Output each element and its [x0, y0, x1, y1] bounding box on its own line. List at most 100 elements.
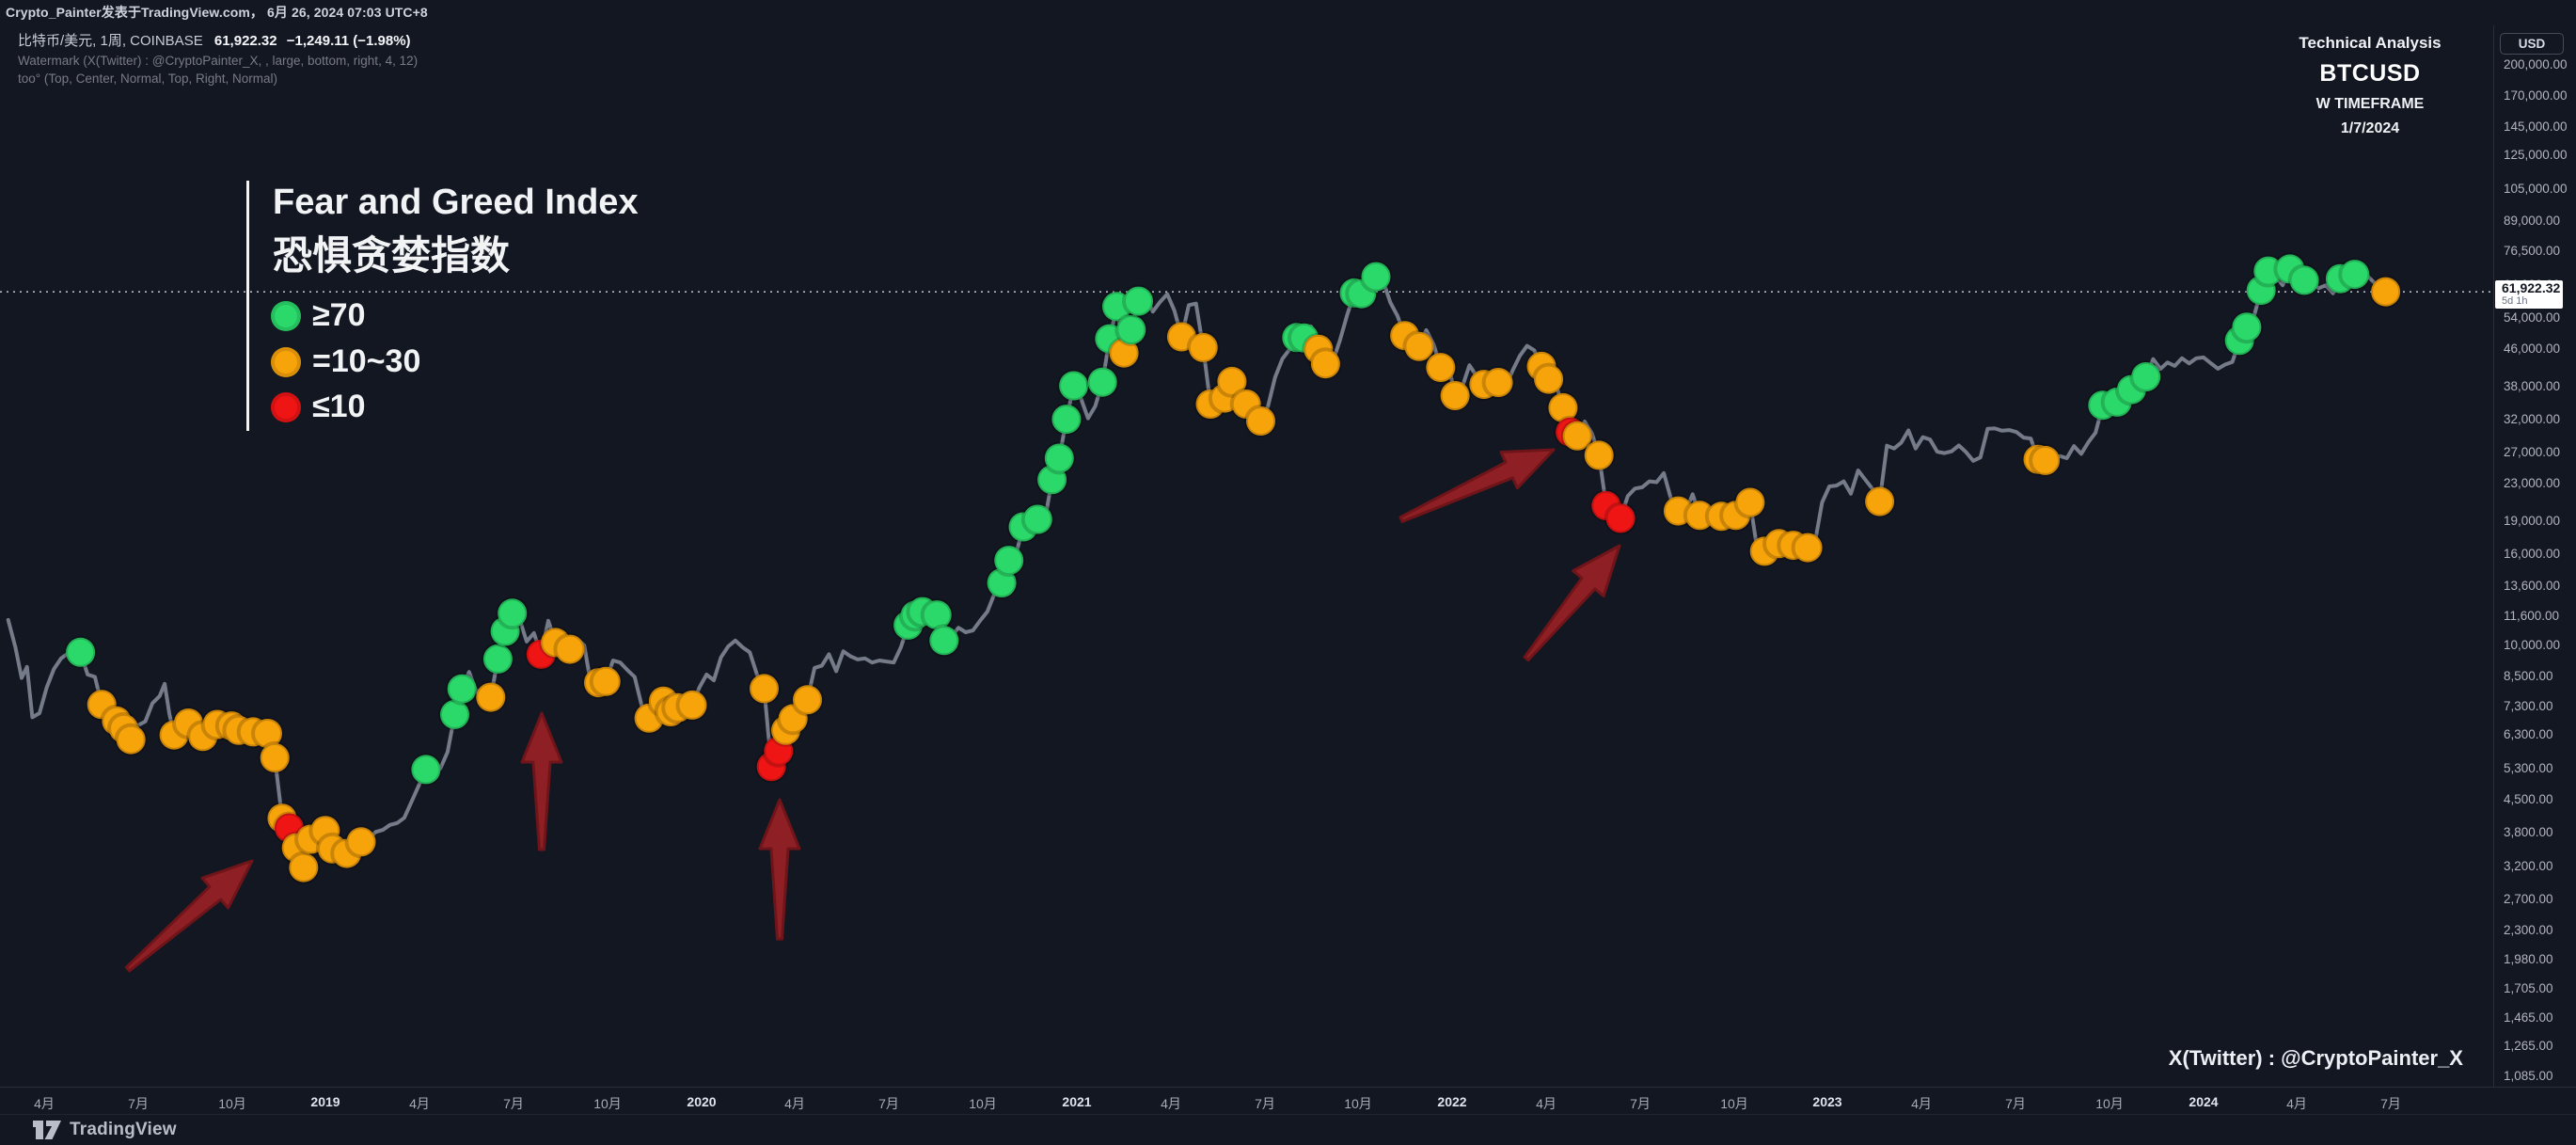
- fg-dot-green: [445, 672, 479, 706]
- current-price-label: 61,922.32 5d 1h: [2495, 280, 2563, 310]
- fg-dot-orange: [1582, 438, 1616, 472]
- legend-item-greed: ≥70: [271, 297, 365, 334]
- fg-dot-orange: [748, 672, 781, 706]
- fg-dot-green: [1085, 365, 1119, 399]
- fg-dot-orange: [2029, 443, 2062, 477]
- too-indicator-row[interactable]: too° (Top, Center, Normal, Top, Right, N…: [18, 72, 278, 86]
- price-change: −1,249.11 (−1.98%): [286, 33, 411, 49]
- fg-dot-red: [1604, 501, 1637, 535]
- price-axis-label: 3,200.00: [2504, 858, 2553, 873]
- symbol-name[interactable]: 比特币/美元, 1周, COINBASE: [18, 33, 203, 49]
- time-axis-label: 2023: [1812, 1094, 1842, 1109]
- fg-dot-orange: [114, 723, 148, 756]
- time-axis-label: 10月: [2095, 1096, 2124, 1111]
- price-axis-label: 27,000.00: [2504, 445, 2561, 460]
- price-axis-label: 13,600.00: [2504, 578, 2561, 593]
- time-axis-label: 10月: [969, 1096, 997, 1111]
- time-axis-label: 4月: [34, 1096, 55, 1111]
- fg-dot-green: [1050, 403, 1083, 437]
- price-axis-label: 38,000.00: [2504, 378, 2561, 393]
- symbol-status-line[interactable]: 比特币/美元, 1周, COINBASE 61,922.32 −1,249.11…: [18, 30, 428, 50]
- time-axis-label: 10月: [1344, 1096, 1372, 1111]
- currency-toggle-button[interactable]: USD: [2500, 33, 2564, 55]
- price-axis-label: 4,500.00: [2504, 792, 2553, 807]
- fg-dot-orange: [2369, 275, 2403, 309]
- last-price: 61,922.32: [213, 33, 277, 49]
- panel-symbol: BTCUSD: [2319, 60, 2421, 87]
- red-dot-icon: [271, 391, 301, 422]
- time-axis-label: 7月: [503, 1096, 524, 1111]
- time-axis-label: 7月: [878, 1096, 899, 1111]
- time-axis-label: 4月: [1536, 1096, 1557, 1111]
- price-axis-label: 54,000.00: [2504, 310, 2561, 326]
- legend-accent-bar: [246, 181, 249, 431]
- price-axis-label: 145,000.00: [2504, 119, 2568, 134]
- price-axis-label: 170,000.00: [2504, 88, 2568, 103]
- time-axis-label: 4月: [1161, 1096, 1181, 1111]
- price-axis-label: 7,300.00: [2504, 698, 2553, 713]
- time-axis-label: 10月: [1720, 1096, 1748, 1111]
- fg-dot-orange: [553, 632, 587, 666]
- fg-dot-orange: [675, 688, 709, 722]
- price-axis-label: 11,600.00: [2504, 609, 2560, 624]
- analysis-panel: Technical Analysis BTCUSD W TIMEFRAME 1/…: [2257, 34, 2483, 137]
- time-axis-label: 4月: [784, 1096, 805, 1111]
- time-axis-label: 10月: [218, 1096, 246, 1111]
- fg-dot-green: [481, 642, 514, 676]
- fg-dot-green: [1114, 313, 1148, 346]
- time-axis-label: 7月: [1630, 1096, 1651, 1111]
- legend-item-fear: =10~30: [271, 343, 420, 380]
- fg-dot-green: [992, 544, 1026, 578]
- price-axis-label: 1,085.00: [2504, 1068, 2553, 1083]
- annotation-arrow: [758, 798, 801, 941]
- orange-dot-icon: [271, 346, 301, 377]
- fg-dot-orange: [791, 683, 824, 717]
- price-axis-label: 2,700.00: [2504, 891, 2553, 906]
- fg-dot-orange: [1481, 366, 1515, 399]
- fg-dot-orange: [1308, 347, 1342, 381]
- legend-title-zh: 恐惧贪婪指数: [273, 233, 511, 278]
- time-axis-label: 7月: [128, 1096, 149, 1111]
- price-axis-label: 3,800.00: [2504, 825, 2553, 840]
- watermark-indicator-row[interactable]: Watermark (X(Twitter) : @CryptoPainter_X…: [18, 54, 419, 68]
- legend-item-extreme-fear: ≤10: [271, 389, 365, 425]
- tradingview-footer[interactable]: TradingView: [32, 1119, 177, 1141]
- price-axis-label: 16,000.00: [2504, 547, 2561, 562]
- fg-dot-orange: [287, 851, 321, 884]
- bar-countdown: 5d 1h: [2502, 295, 2528, 308]
- price-axis-label: 19,000.00: [2504, 513, 2561, 528]
- price-axis-label: 1,465.00: [2504, 1010, 2553, 1025]
- annotation-arrow: [124, 859, 254, 973]
- fg-dot-orange: [1402, 329, 1436, 363]
- chart-header: Crypto_Painter发表于TradingView.com， 6月 26,…: [6, 3, 428, 86]
- time-axis-label: 7月: [1255, 1096, 1275, 1111]
- fg-dot-green: [496, 596, 529, 630]
- price-axis-label: 200,000.00: [2504, 56, 2568, 72]
- annotation-arrow: [520, 711, 563, 851]
- fg-dot-orange: [258, 740, 292, 774]
- fg-dot-orange: [1863, 485, 1897, 518]
- fg-dot-green: [64, 635, 98, 669]
- price-axis-label: 32,000.00: [2504, 412, 2561, 427]
- fg-dot-green: [1359, 260, 1393, 294]
- time-axis[interactable]: 4月 7月 10月 2019 4月 7月 10月 2020 4月 7月 10月 2021 4月 7月 10月…: [0, 1087, 2576, 1115]
- panel-technical-analysis: Technical Analysis: [2299, 34, 2442, 52]
- twitter-watermark: X(Twitter) : @CryptoPainter_X: [2168, 1046, 2463, 1070]
- time-axis-label: 2022: [1437, 1094, 1467, 1109]
- fg-dot-green: [1122, 284, 1155, 318]
- time-axis-label: 2020: [687, 1094, 717, 1109]
- price-axis[interactable]: USD 61,922.32 5d 1h 200,000.00 170,000.00…: [2493, 25, 2576, 1087]
- price-axis-label: 46,000.00: [2504, 342, 2561, 357]
- current-price-value: 61,922.32: [2502, 280, 2561, 296]
- tradingview-logo-icon: [33, 1121, 61, 1139]
- fg-dot-green: [1020, 502, 1054, 536]
- fg-dot-green: [2129, 360, 2163, 393]
- fg-dot-orange: [1733, 485, 1767, 519]
- time-axis-label: 4月: [1911, 1096, 1932, 1111]
- fg-dot-green: [2230, 310, 2264, 344]
- fg-dot-orange: [1186, 330, 1220, 364]
- time-axis-label: 2021: [1062, 1094, 1092, 1109]
- fg-dot-orange: [1244, 405, 1277, 437]
- fg-dot-orange: [1438, 379, 1472, 412]
